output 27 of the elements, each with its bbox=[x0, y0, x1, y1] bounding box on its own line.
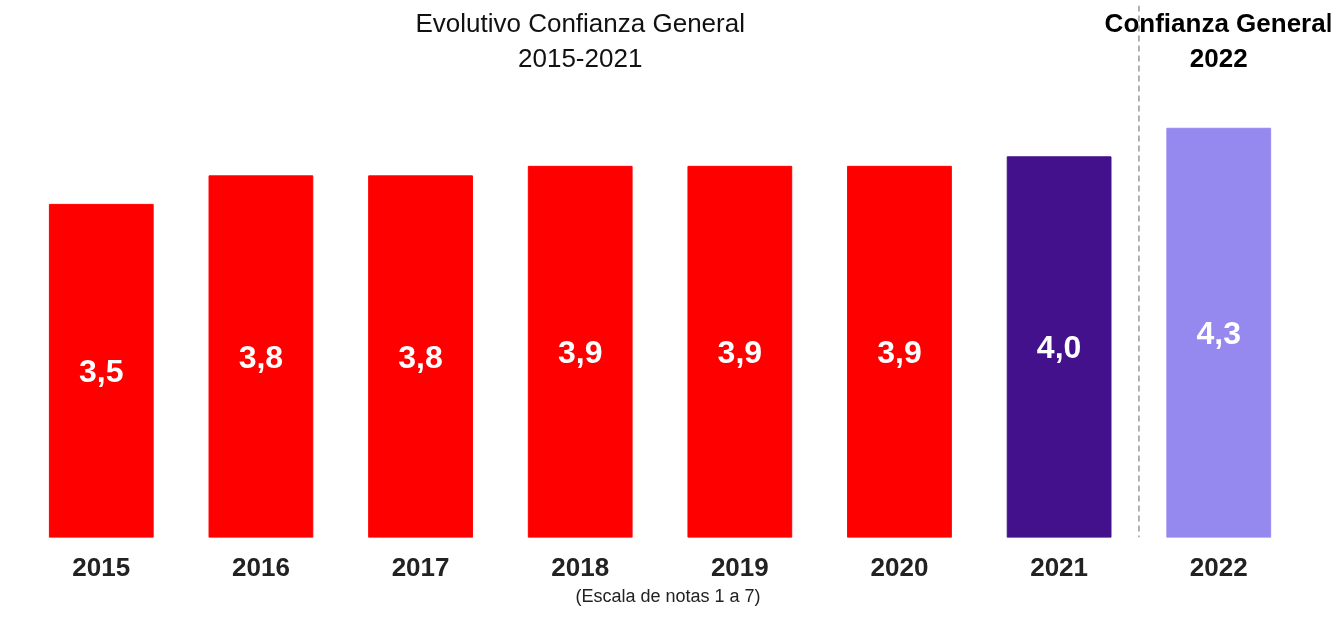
data-label: 3,9 bbox=[877, 333, 922, 370]
bar bbox=[208, 175, 314, 538]
chart-title: Evolutivo Confianza General 2015-2021 bbox=[415, 8, 745, 73]
x-tick-label: 2015 bbox=[72, 551, 131, 582]
x-tick-label: 2019 bbox=[710, 551, 769, 582]
x-tick-label: 2020 bbox=[870, 551, 929, 582]
x-tick-label: 2017 bbox=[391, 551, 450, 582]
data-label: 3,9 bbox=[717, 333, 763, 370]
data-label: 3,8 bbox=[238, 338, 284, 375]
x-tick-label: 2021 bbox=[1030, 551, 1089, 582]
data-label: 3,8 bbox=[398, 338, 443, 375]
bar bbox=[687, 165, 793, 538]
bar bbox=[1166, 127, 1272, 538]
bar bbox=[847, 165, 952, 538]
text: Confianza General 2022 bbox=[1104, 8, 1333, 73]
text: (Escala de notas 1 a 7) bbox=[575, 585, 761, 606]
x-tick-label: 2022 bbox=[1189, 551, 1248, 582]
x-tick-label: 2018 bbox=[551, 551, 610, 582]
data-label: 4,0 bbox=[1036, 329, 1082, 366]
bar bbox=[527, 165, 633, 538]
data-label: 4,3 bbox=[1196, 314, 1241, 351]
bar bbox=[368, 175, 473, 538]
data-label: 3,9 bbox=[557, 333, 603, 370]
bar bbox=[1006, 156, 1112, 538]
data-label: 3,5 bbox=[79, 352, 124, 389]
bar bbox=[48, 203, 154, 538]
x-tick-label: 2016 bbox=[232, 551, 290, 582]
